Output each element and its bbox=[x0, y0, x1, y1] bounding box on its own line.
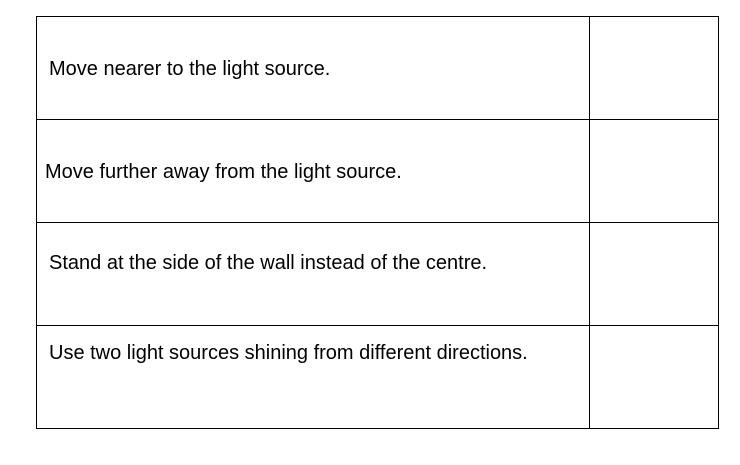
option-text: Stand at the side of the wall instead of… bbox=[49, 252, 488, 274]
answer-box[interactable] bbox=[589, 119, 719, 223]
option-text-cell: Stand at the side of the wall instead of… bbox=[36, 222, 590, 326]
table-row: Move further away from the light source. bbox=[36, 119, 719, 223]
table-row: Move nearer to the light source. bbox=[36, 16, 719, 120]
options-table: Move nearer to the light source. Move fu… bbox=[36, 16, 719, 429]
option-text: Move further away from the light source. bbox=[45, 161, 402, 183]
option-text: Move nearer to the light source. bbox=[49, 58, 331, 80]
option-text-cell: Use two light sources shining from diffe… bbox=[36, 325, 590, 429]
answer-box[interactable] bbox=[589, 325, 719, 429]
option-text-cell: Move further away from the light source. bbox=[36, 119, 590, 223]
table-row: Stand at the side of the wall instead of… bbox=[36, 222, 719, 326]
option-text: Use two light sources shining from diffe… bbox=[49, 342, 528, 364]
table-row: Use two light sources shining from diffe… bbox=[36, 325, 719, 429]
answer-box[interactable] bbox=[589, 16, 719, 120]
option-text-cell: Move nearer to the light source. bbox=[36, 16, 590, 120]
answer-box[interactable] bbox=[589, 222, 719, 326]
